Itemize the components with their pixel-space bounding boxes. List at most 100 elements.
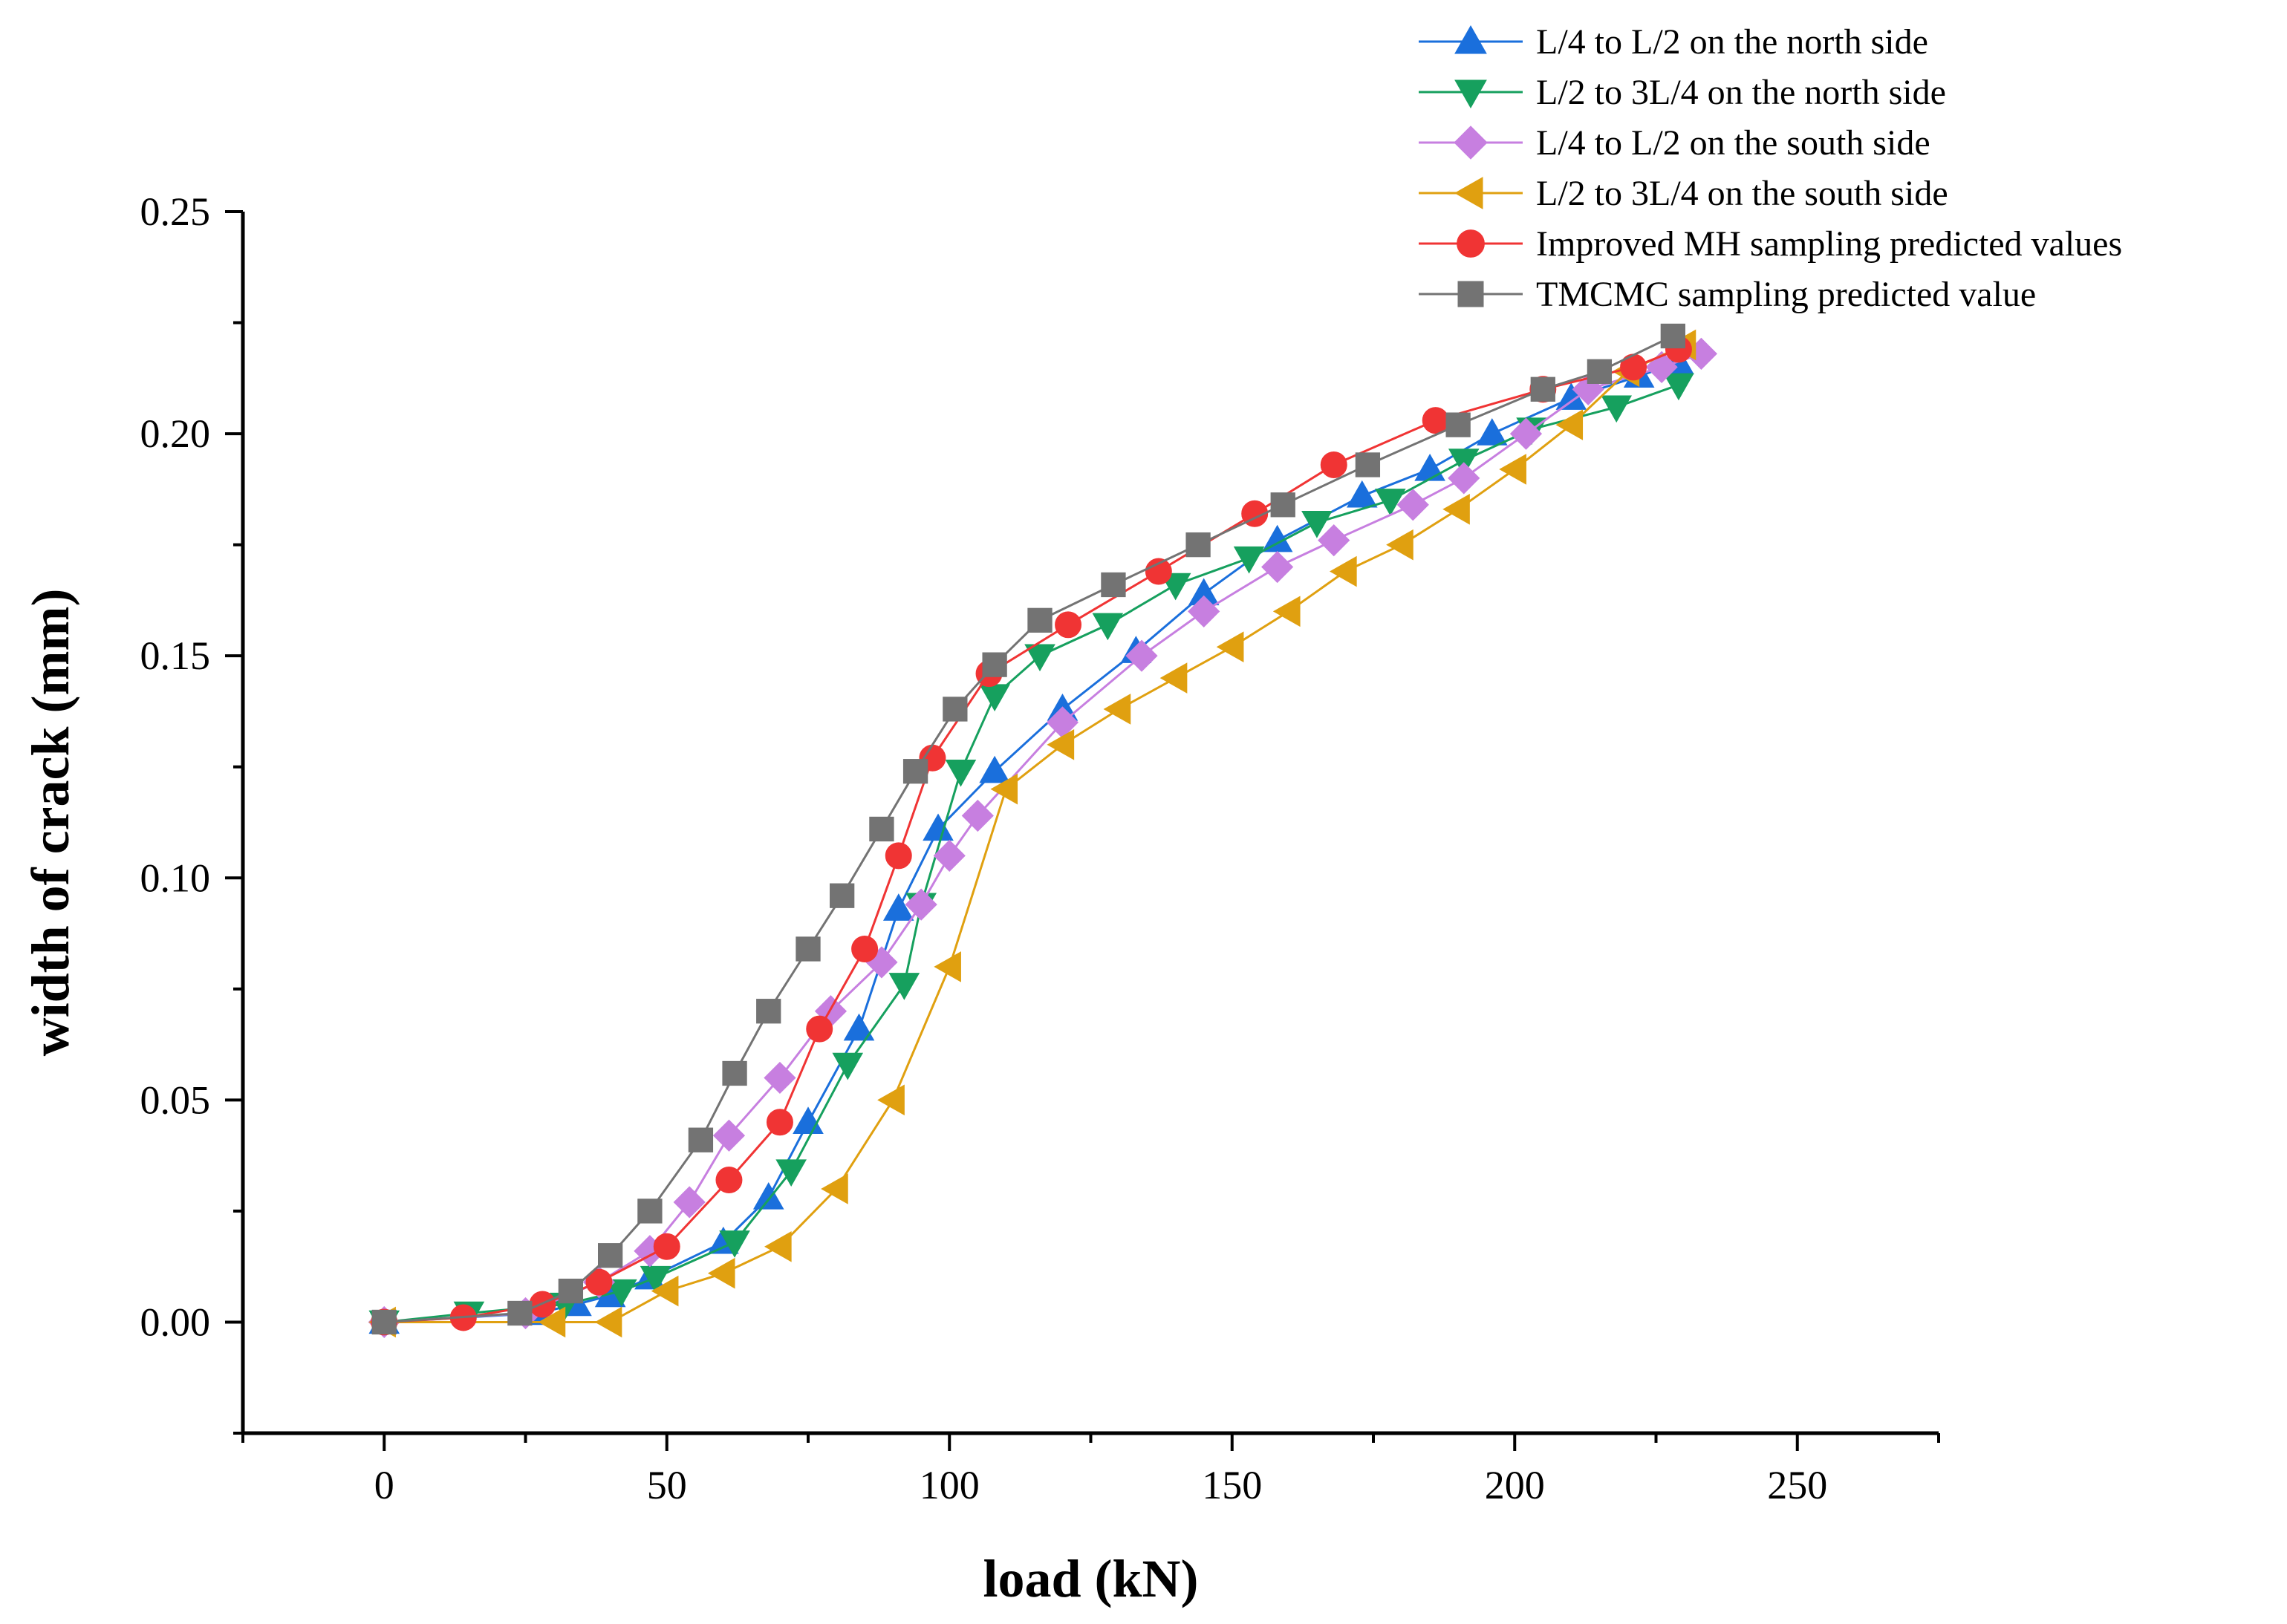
data-point: [821, 1173, 848, 1204]
data-point: [1509, 417, 1543, 450]
data-point: [1159, 662, 1188, 694]
legend-label: L/4 to L/2 on the north side: [1536, 22, 1928, 62]
legend-label: L/2 to 3L/4 on the south side: [1536, 174, 1948, 213]
x-tick-label: 0: [374, 1463, 394, 1507]
data-point: [1188, 595, 1220, 627]
legend-item: TMCMC sampling predicted value: [1419, 275, 2036, 314]
data-point: [869, 816, 894, 842]
data-point: [764, 1230, 792, 1262]
data-point: [982, 652, 1007, 677]
data-point: [766, 1109, 793, 1136]
legend-marker: [1457, 229, 1485, 258]
data-point: [1027, 607, 1053, 633]
data-point: [943, 697, 968, 722]
data-point: [1272, 596, 1301, 627]
data-point: [1318, 524, 1350, 557]
data-point: [1663, 373, 1694, 401]
data-point: [651, 1275, 679, 1307]
x-axis-title: load (kN): [983, 1549, 1198, 1608]
data-point: [558, 1278, 584, 1304]
data-point: [722, 1060, 747, 1086]
series-6: [371, 323, 1685, 1335]
data-point: [606, 1279, 637, 1307]
legend-item: L/2 to 3L/4 on the north side: [1419, 73, 1946, 112]
data-point: [764, 1061, 796, 1095]
data-point: [1587, 359, 1613, 384]
data-point: [806, 1015, 833, 1043]
x-tick-label: 250: [1767, 1463, 1827, 1507]
data-point: [1270, 492, 1295, 518]
data-point: [905, 888, 937, 921]
data-point: [796, 936, 821, 962]
data-point: [1103, 694, 1131, 725]
data-point: [507, 1300, 533, 1326]
data-point: [1329, 555, 1357, 587]
axes: 0 50 100 150 200 250 0.00 0.05 0.10 0.15 0.20 0.25: [140, 189, 1940, 1507]
data-point: [945, 760, 977, 787]
data-point: [1422, 407, 1449, 434]
y-tick-label: 0.20: [140, 411, 211, 456]
data-point: [1047, 729, 1075, 760]
legend-label: L/4 to L/2 on the south side: [1536, 123, 1930, 163]
data-point: [1414, 453, 1445, 481]
data-point: [832, 1052, 864, 1080]
data-point: [979, 684, 1010, 711]
series-line: [384, 344, 1685, 1323]
data-point: [371, 1309, 397, 1335]
data-point: [1101, 572, 1126, 598]
data-point: [640, 1265, 671, 1294]
data-point: [923, 813, 954, 841]
data-point: [1448, 462, 1480, 495]
series-1: [368, 347, 1694, 1334]
series-line: [384, 348, 1679, 1323]
data-point: [1477, 418, 1508, 446]
y-axis-title: width of crack (mm): [21, 589, 80, 1057]
legend-marker: [1454, 25, 1487, 54]
series-3: [368, 337, 1717, 1339]
legend-item: L/2 to 3L/4 on the south side: [1419, 174, 1948, 213]
data-point: [934, 951, 961, 982]
data-point: [902, 759, 928, 784]
data-point: [653, 1233, 680, 1260]
data-point: [888, 973, 920, 1000]
data-point: [1145, 558, 1172, 585]
data-point: [1601, 395, 1633, 423]
series-line: [384, 352, 1702, 1323]
x-tick-label: 100: [920, 1463, 980, 1507]
data-point: [1216, 631, 1244, 663]
data-point: [1055, 611, 1082, 639]
data-point: [594, 1306, 622, 1338]
data-point: [1301, 511, 1333, 538]
data-point: [1261, 550, 1294, 584]
data-point: [961, 799, 994, 832]
data-point: [1092, 613, 1124, 641]
data-point: [585, 1268, 613, 1296]
x-tick-label: 150: [1202, 1463, 1262, 1507]
data-point: [882, 893, 914, 921]
series-line: [384, 335, 1673, 1323]
data-point: [851, 936, 879, 962]
data-point: [933, 839, 966, 872]
legend-label: Improved MH sampling predicted values: [1536, 224, 2122, 264]
data-point: [1125, 639, 1158, 672]
data-point: [1375, 489, 1406, 516]
data-point: [1530, 376, 1555, 402]
y-tick-label: 0.25: [140, 189, 211, 234]
x-tick-label: 50: [647, 1463, 687, 1507]
legend-item: L/4 to L/2 on the south side: [1419, 123, 1930, 163]
data-point: [1233, 546, 1265, 574]
series-5: [371, 336, 1692, 1336]
data-point: [637, 1199, 663, 1224]
data-point: [673, 1186, 706, 1219]
legend-label: L/2 to 3L/4 on the north side: [1536, 73, 1946, 112]
data-point: [1024, 644, 1055, 672]
data-point: [1185, 532, 1211, 558]
data-point: [1499, 454, 1526, 485]
data-point: [830, 883, 855, 908]
data-point: [979, 755, 1010, 783]
data-point: [1396, 489, 1429, 521]
x-ticks: 0 50 100 150 200 250: [241, 1433, 1940, 1507]
data-point: [715, 1167, 743, 1194]
data-point: [707, 1257, 735, 1289]
